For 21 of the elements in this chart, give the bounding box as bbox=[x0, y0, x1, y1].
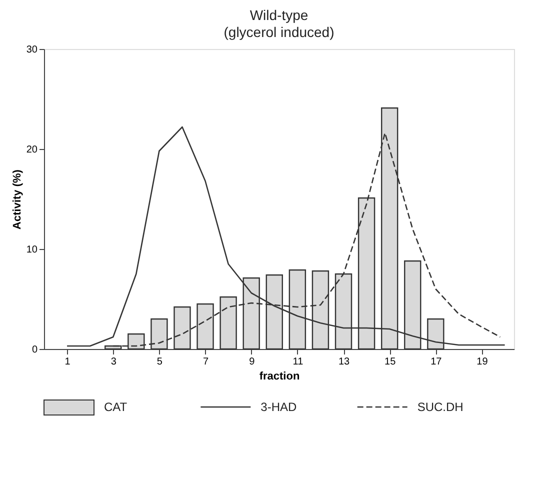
y-tick-label: 20 bbox=[26, 144, 38, 156]
x-tick-label: 7 bbox=[202, 356, 209, 368]
x-axis-title: fraction bbox=[259, 370, 300, 382]
legend-label: SUC.DH bbox=[417, 400, 464, 414]
x-tick-label: 19 bbox=[476, 356, 488, 368]
x-tick-label: 5 bbox=[156, 356, 163, 368]
legend-label: 3-HAD bbox=[260, 400, 298, 414]
y-tick-label: 10 bbox=[26, 244, 38, 256]
x-tick-label: 11 bbox=[292, 356, 304, 368]
chart-title: Wild-type bbox=[250, 7, 308, 23]
y-tick-label: 30 bbox=[26, 44, 38, 56]
x-tick-label: 13 bbox=[338, 356, 350, 368]
x-tick-label: 9 bbox=[249, 356, 256, 368]
y-tick-label: 0 bbox=[32, 344, 38, 356]
x-tick-label: 1 bbox=[64, 356, 71, 368]
legend-label: CAT bbox=[104, 400, 128, 414]
chart-subtitle: (glycerol induced) bbox=[224, 24, 334, 40]
x-tick-label: 15 bbox=[384, 356, 396, 368]
x-tick-label: 3 bbox=[110, 356, 117, 368]
x-tick-label: 17 bbox=[430, 356, 442, 368]
y-axis-title: Activity (%) bbox=[11, 169, 24, 230]
